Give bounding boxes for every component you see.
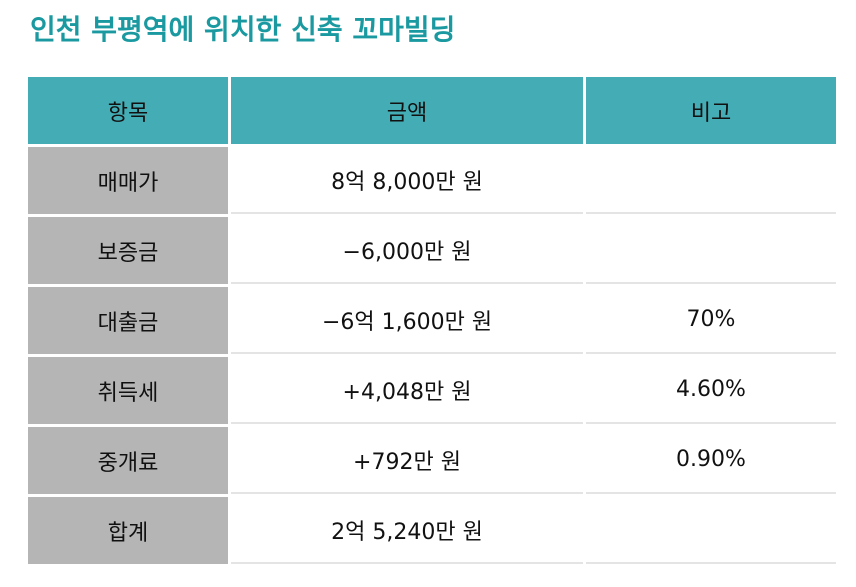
page-title: 인천 부평역에 위치한 신축 꼬마빌딩	[30, 13, 456, 46]
row-note: 4.60%	[586, 357, 836, 424]
row-label: 합계	[28, 497, 228, 564]
table-row: 매매가 8억 8,000만 원	[28, 147, 836, 214]
header-item: 항목	[28, 77, 228, 144]
row-amount: +4,048만 원	[231, 357, 583, 424]
row-amount: −6억 1,600만 원	[231, 287, 583, 354]
row-label: 매매가	[28, 147, 228, 214]
table-header-row: 항목 금액 비고	[28, 77, 836, 144]
row-note	[586, 217, 836, 284]
row-note: 0.90%	[586, 427, 836, 494]
row-label: 중개료	[28, 427, 228, 494]
header-note: 비고	[586, 77, 836, 144]
row-amount: 2억 5,240만 원	[231, 497, 583, 564]
header-amount: 금액	[231, 77, 583, 144]
row-note	[586, 147, 836, 214]
row-note: 70%	[586, 287, 836, 354]
row-label: 보증금	[28, 217, 228, 284]
row-amount: 8억 8,000만 원	[231, 147, 583, 214]
table-row: 취득세 +4,048만 원 4.60%	[28, 357, 836, 424]
cost-table: 항목 금액 비고 매매가 8억 8,000만 원 보증금 −6,000만 원 대…	[25, 74, 839, 567]
row-amount: +792만 원	[231, 427, 583, 494]
table-row: 보증금 −6,000만 원	[28, 217, 836, 284]
row-amount: −6,000만 원	[231, 217, 583, 284]
table-row: 대출금 −6억 1,600만 원 70%	[28, 287, 836, 354]
table-row-total: 합계 2억 5,240만 원	[28, 497, 836, 564]
row-label: 취득세	[28, 357, 228, 424]
row-label: 대출금	[28, 287, 228, 354]
row-note	[586, 497, 836, 564]
table-row: 중개료 +792만 원 0.90%	[28, 427, 836, 494]
